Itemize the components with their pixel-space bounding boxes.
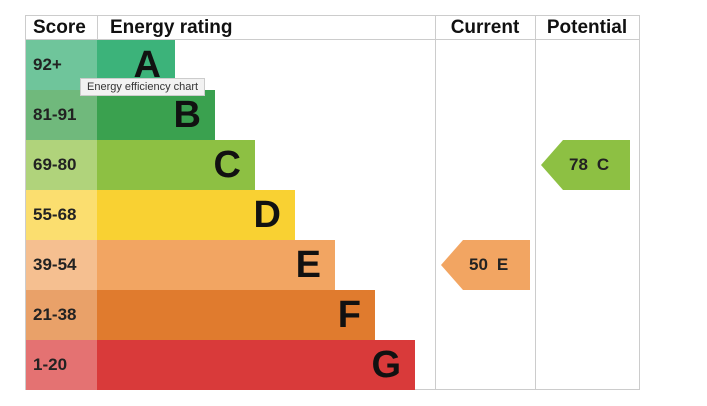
score-cell: 69-80 xyxy=(26,140,97,190)
tooltip: Energy efficiency chart xyxy=(80,78,206,96)
header-rule xyxy=(25,39,640,40)
score-cell: 1-20 xyxy=(26,340,97,390)
potential-number: 78 xyxy=(569,155,588,174)
header-rating: Energy rating xyxy=(110,17,233,38)
score-cell: 39-54 xyxy=(26,240,97,290)
header-potential: Potential xyxy=(546,17,628,38)
score-cell: 55-68 xyxy=(26,190,97,240)
rating-bar: C xyxy=(97,140,255,190)
divider xyxy=(97,15,98,40)
rating-bar: F xyxy=(97,290,375,340)
current-number: 50 xyxy=(469,255,488,274)
header-score: Score xyxy=(33,17,86,38)
potential-arrow: 78 C xyxy=(541,140,630,190)
rating-bar: E xyxy=(97,240,335,290)
rating-bar: G xyxy=(97,340,415,390)
potential-letter: C xyxy=(596,155,610,174)
divider xyxy=(535,15,536,390)
current-letter: E xyxy=(496,255,509,274)
score-cell: 21-38 xyxy=(26,290,97,340)
rating-bar: D xyxy=(97,190,295,240)
divider xyxy=(435,15,436,390)
rating-bar: B xyxy=(97,90,215,140)
header-current: Current xyxy=(450,17,520,38)
score-cell: 81-91 xyxy=(26,90,97,140)
current-arrow: 50 E xyxy=(441,240,530,290)
